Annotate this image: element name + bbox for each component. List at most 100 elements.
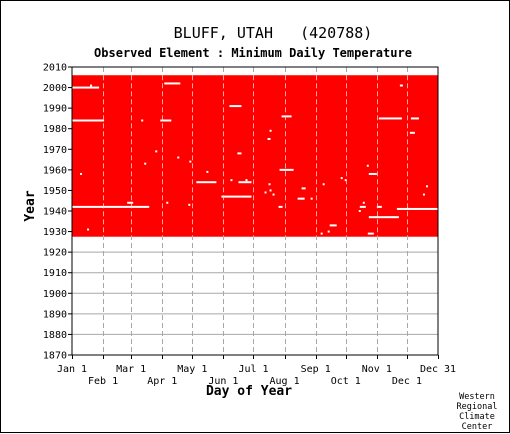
missing-day	[268, 183, 271, 186]
missing-segment	[367, 232, 374, 235]
missing-segment	[378, 117, 402, 120]
chart-title: BLUFF, UTAH (420788)	[174, 24, 373, 42]
y-tick-label: 1980	[43, 124, 67, 135]
missing-segment	[409, 131, 415, 134]
missing-day	[264, 191, 267, 194]
x-tick-label: Aug 1	[270, 376, 300, 387]
credit-line-1: Western	[459, 392, 495, 402]
credit-line-4: Center	[462, 422, 493, 432]
y-tick-label: 2010	[43, 63, 67, 74]
x-axis-label: Day of Year	[206, 384, 292, 399]
y-tick-label: 1990	[43, 104, 67, 115]
missing-day	[322, 183, 325, 186]
x-axis-ticks: Jan 1 Mar 1 May 1 Jul 1 Sep 1 Nov 1 Dec 31 Feb …	[57, 355, 456, 387]
missing-day	[206, 170, 209, 173]
missing-segment	[406, 207, 438, 210]
missing-segment	[221, 195, 252, 198]
missing-segment	[238, 181, 252, 184]
missing-segment	[329, 224, 337, 227]
missing-day	[327, 230, 330, 233]
y-tick-label: 1950	[43, 186, 67, 197]
missing-segment	[72, 119, 105, 122]
y-tick-label: 1890	[43, 309, 67, 320]
missing-segment	[164, 82, 181, 85]
x-tick-label: Jun 1	[208, 376, 238, 387]
missing-day	[90, 84, 93, 87]
missing-data-marks	[72, 82, 438, 235]
missing-day	[245, 179, 248, 182]
missing-day	[320, 232, 323, 235]
missing-day	[189, 160, 192, 163]
y-tick-label: 1920	[43, 248, 67, 259]
x-tick-label: May 1	[177, 364, 207, 375]
missing-segment	[399, 84, 403, 87]
missing-day	[310, 197, 313, 200]
missing-segment	[368, 216, 399, 219]
missing-segment	[72, 205, 150, 208]
x-tick-label: Dec 1	[392, 376, 422, 387]
y-tick-label: 1960	[43, 165, 67, 176]
missing-day	[80, 172, 83, 175]
credit-line-3: Climate	[459, 412, 495, 422]
x-tick-label: Oct 1	[331, 376, 361, 387]
x-tick-label: Mar 1	[116, 364, 146, 375]
missing-day	[188, 203, 191, 206]
grid-lines-over-data	[103, 75, 408, 237]
x-tick-label: Jul 1	[238, 364, 268, 375]
x-tick-label: Nov 1	[362, 364, 392, 375]
missing-day	[340, 177, 343, 180]
missing-day	[144, 162, 147, 165]
chart-subtitle: Observed Element : Minimum Daily Tempera…	[94, 46, 412, 60]
missing-day	[141, 119, 144, 122]
y-tick-label: 1870	[43, 351, 67, 362]
missing-segment	[368, 172, 377, 175]
x-tick-label: Feb 1	[88, 376, 118, 387]
missing-day	[269, 129, 272, 132]
y-tick-label: 1900	[43, 289, 67, 300]
missing-segment	[196, 181, 217, 184]
missing-day	[425, 185, 428, 188]
missing-segment	[396, 207, 410, 210]
x-tick-label: Jan 1	[57, 364, 87, 375]
y-tick-label: 1970	[43, 145, 67, 156]
y-tick-label: 1940	[43, 207, 67, 218]
missing-segment	[278, 205, 283, 208]
missing-day	[422, 193, 425, 196]
missing-segment	[297, 197, 305, 200]
missing-day	[272, 193, 275, 196]
missing-segment	[127, 201, 134, 204]
missing-day	[344, 179, 347, 182]
credit-line-2: Regional	[457, 402, 498, 412]
data-coverage-block	[72, 75, 438, 237]
y-axis-label: Year	[23, 190, 38, 221]
missing-segment	[160, 119, 172, 122]
missing-segment	[376, 205, 382, 208]
missing-segment	[301, 187, 306, 190]
missing-segment	[237, 152, 242, 155]
x-tick-label: Sep 1	[301, 364, 331, 375]
y-tick-label: 1880	[43, 330, 67, 341]
missing-segment	[410, 117, 419, 120]
missing-day	[362, 201, 365, 204]
missing-segment	[72, 86, 100, 89]
y-tick-label: 1910	[43, 268, 67, 279]
missing-segment	[279, 168, 294, 171]
missing-day	[269, 189, 272, 192]
y-tick-label: 2000	[43, 83, 67, 94]
x-tick-label: Dec 31	[420, 364, 456, 375]
missing-segment	[281, 115, 292, 118]
missing-day	[366, 164, 369, 167]
missing-segment	[229, 105, 242, 108]
missing-segment	[359, 205, 366, 208]
missing-day	[358, 210, 361, 212]
missing-day	[230, 179, 233, 182]
missing-day	[177, 156, 180, 159]
y-axis-ticks: 1870 1880 1890 1900 1910 1920 1930 1940 1950 1960…	[43, 63, 72, 362]
y-tick-label: 1930	[43, 227, 67, 238]
missing-day	[155, 150, 158, 153]
missing-day	[87, 228, 90, 231]
x-tick-label: Apr 1	[147, 376, 177, 387]
credit-block: Western Regional Climate Center	[457, 392, 498, 432]
